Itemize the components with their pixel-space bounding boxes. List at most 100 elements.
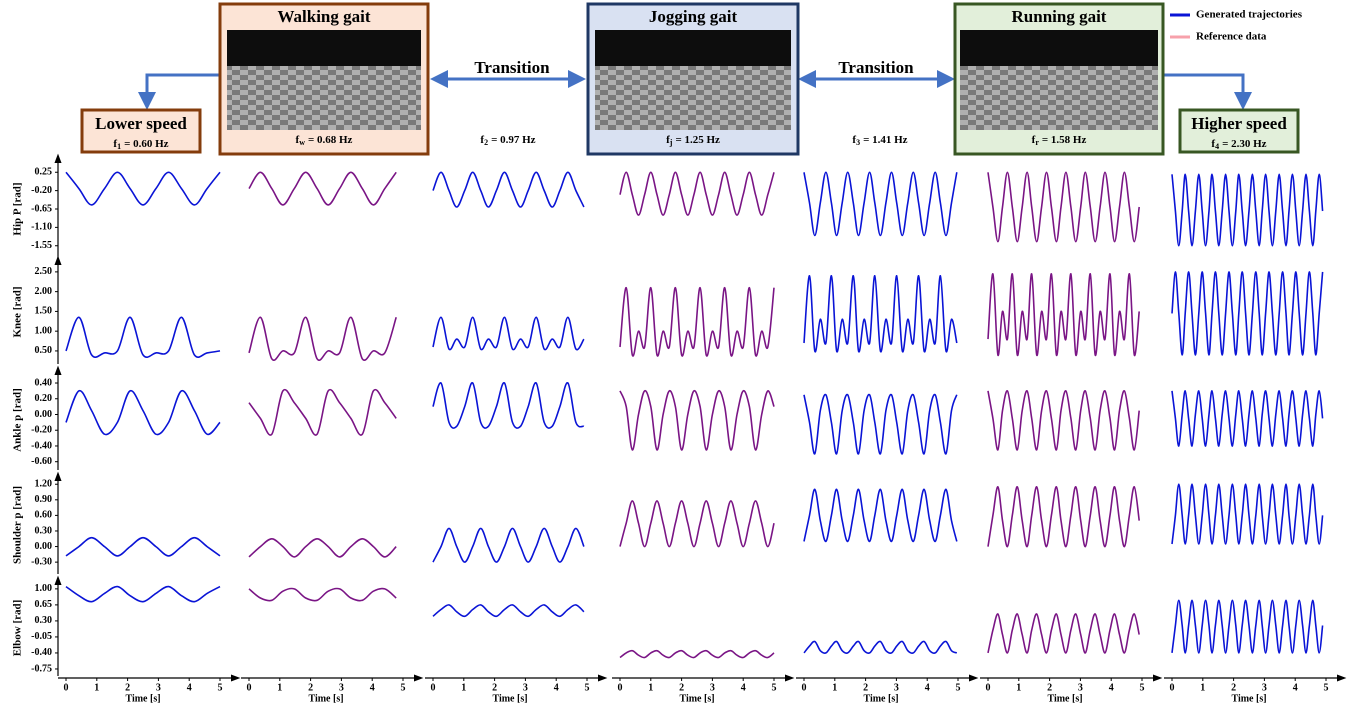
x-tick-label: 5 (1140, 682, 1145, 693)
y-tick-label: -0.05 (31, 631, 52, 642)
walking-box: Walking gait (220, 4, 428, 154)
running-box: Running gait (955, 4, 1163, 154)
x-tick-label: 2 (679, 682, 684, 693)
x-tick-label: 3 (1262, 682, 1267, 693)
y-tick-label: -0.30 (31, 556, 52, 567)
x-tick-label: 4 (187, 682, 192, 693)
x-tick-label: 4 (370, 682, 375, 693)
x-tick-label: 0 (802, 682, 807, 693)
x-tick-label: 5 (401, 682, 406, 693)
figure: Transition Transition Walking gait Joggi… (0, 0, 1351, 704)
x-tick-label: 3 (156, 682, 161, 693)
trajectory-line (1172, 391, 1323, 446)
frequency-subscript: 3 (856, 138, 860, 147)
x-tick-label: 1 (648, 682, 653, 693)
y-tick-label: 0.30 (35, 525, 53, 536)
frequency-subscript: r (1035, 138, 1039, 147)
legend-label: Reference data (1196, 31, 1267, 43)
x-tick-label: 4 (554, 682, 559, 693)
transition-label: Transition (474, 58, 550, 77)
trajectory-line (433, 172, 584, 207)
x-tick-label: 1 (832, 682, 837, 693)
trajectory-line (804, 641, 957, 653)
x-tick-label: 0 (431, 682, 436, 693)
trajectory-line (1172, 174, 1323, 246)
jogging-box: Jogging gait (588, 4, 798, 154)
trajectory-line (988, 391, 1139, 450)
trajectory-line (620, 172, 774, 215)
frequency-subscript: 4 (1215, 142, 1219, 151)
frequency-value: = 2.30 Hz (1222, 138, 1267, 150)
y-tick-label: -0.40 (31, 440, 52, 451)
frequency-value: = 0.97 Hz (491, 134, 536, 146)
trajectory-line (249, 390, 396, 435)
x-tick-label: 5 (956, 682, 961, 693)
x-tick-label: 2 (1231, 682, 1236, 693)
y-tick-label: -0.60 (31, 456, 52, 467)
trajectory-line (433, 383, 584, 428)
frequency-subscript: 1 (117, 142, 121, 151)
x-axis-label: Time [s] (679, 693, 714, 704)
trajectory-line (249, 172, 396, 205)
trajectory-line (804, 489, 957, 541)
trajectory-line (620, 391, 774, 450)
x-tick-label: 5 (218, 682, 223, 693)
y-tick-label: -0.20 (31, 425, 52, 436)
y-tick-label: 0.50 (35, 345, 53, 356)
y-axis-label: Hip P [rad] (12, 182, 24, 235)
x-tick-label: 4 (1109, 682, 1114, 693)
x-tick-label: 1 (1200, 682, 1205, 693)
y-tick-label: -1.10 (31, 222, 52, 233)
x-tick-label: 3 (894, 682, 899, 693)
y-tick-label: -1.55 (31, 240, 52, 251)
trajectory-line (1172, 272, 1323, 355)
trajectory-line (433, 605, 584, 616)
y-tick-label: 0.00 (35, 541, 53, 552)
y-tick-label: -0.65 (31, 203, 52, 214)
trajectory-line (988, 487, 1139, 547)
x-tick-label: 0 (64, 682, 69, 693)
x-tick-label: 0 (247, 682, 252, 693)
x-axis-label: Time [s] (492, 693, 527, 704)
frequency-label: f3= 1.41 Hz (852, 134, 907, 147)
x-tick-label: 2 (863, 682, 868, 693)
x-tick-label: 5 (585, 682, 590, 693)
trajectory-line (66, 587, 220, 602)
x-tick-label: 2 (1047, 682, 1052, 693)
trajectory-line (1172, 600, 1323, 653)
x-axis-label: Time [s] (863, 693, 898, 704)
trajectory-line (249, 539, 396, 557)
x-axis-label: Time [s] (1231, 693, 1266, 704)
panel-title: Higher speed (1191, 114, 1287, 133)
y-tick-label: 1.20 (35, 479, 53, 490)
frequency-subscript: 2 (484, 138, 488, 147)
trajectory-line (433, 317, 584, 349)
trajectory-line (988, 274, 1139, 356)
x-axis-label: Time [s] (125, 693, 160, 704)
legend-label: Generated trajectories (1196, 9, 1303, 21)
x-tick-label: 5 (772, 682, 777, 693)
y-tick-label: 0.30 (35, 615, 53, 626)
x-tick-label: 3 (339, 682, 344, 693)
trajectory-line (620, 288, 774, 356)
y-tick-label: 1.00 (35, 325, 53, 336)
x-tick-label: 0 (986, 682, 991, 693)
frequency-value: = 0.60 Hz (124, 138, 169, 150)
frequency-label: f2= 0.97 Hz (480, 134, 535, 147)
y-tick-label: 0.25 (35, 167, 53, 178)
y-tick-label: 2.00 (35, 286, 53, 297)
panel-title: Walking gait (277, 7, 370, 26)
trajectory-line (249, 588, 396, 600)
y-tick-label: 0.40 (35, 377, 53, 388)
y-tick-label: 0.65 (35, 599, 53, 610)
frequency-value: = 1.25 Hz (675, 134, 720, 146)
x-tick-label: 4 (1293, 682, 1298, 693)
x-tick-label: 1 (277, 682, 282, 693)
trajectory-line (66, 538, 220, 556)
y-tick-label: -0.20 (31, 185, 52, 196)
y-tick-label: 0.00 (35, 409, 53, 420)
panel-title: Running gait (1012, 7, 1107, 26)
trajectory-line (1172, 484, 1323, 544)
x-tick-label: 0 (618, 682, 623, 693)
trajectory-line (804, 395, 957, 454)
